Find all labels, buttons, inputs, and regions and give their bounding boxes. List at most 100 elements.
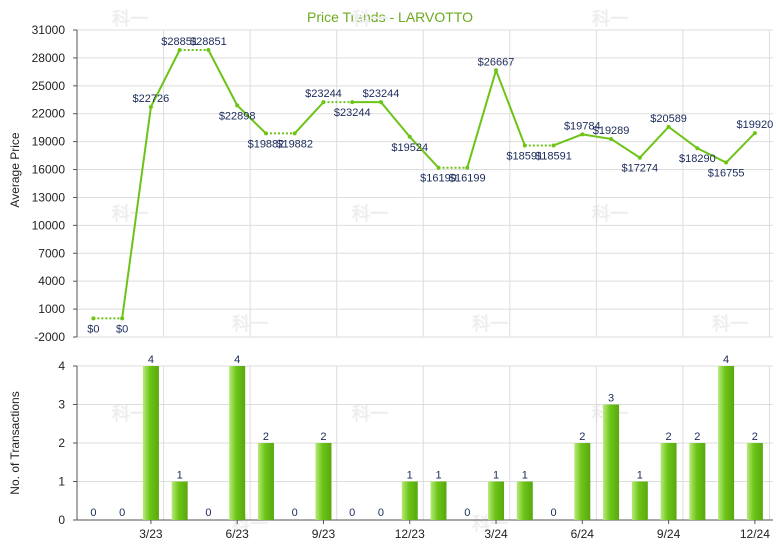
price-tick-label: 16000 xyxy=(32,163,66,177)
transaction-bar xyxy=(689,443,706,520)
price-point xyxy=(465,165,470,170)
tx-tick-label: 3 xyxy=(58,398,65,412)
bar-series xyxy=(142,366,763,520)
price-tick-label: 13000 xyxy=(32,190,66,204)
transaction-value-label: 1 xyxy=(407,470,413,482)
tx-tick-label: 2 xyxy=(58,436,65,450)
price-value-label: $23244 xyxy=(305,88,342,100)
price-point xyxy=(292,131,297,136)
price-point xyxy=(407,134,412,139)
watermark-text: 科一 xyxy=(352,8,388,29)
transaction-bar xyxy=(315,443,332,520)
transaction-value-label: 1 xyxy=(435,470,441,482)
price-value-label: $19882 xyxy=(276,138,313,150)
price-tick-label: 4000 xyxy=(38,274,65,288)
transaction-value-label: 1 xyxy=(522,470,528,482)
price-line-segment xyxy=(725,132,756,164)
price-axis-title: Average Price xyxy=(8,132,22,207)
transaction-value-label: 2 xyxy=(263,431,269,443)
transaction-value-label: 0 xyxy=(349,507,355,519)
price-point xyxy=(609,136,614,141)
transaction-value-label: 4 xyxy=(723,354,729,366)
price-line-segment xyxy=(409,136,440,169)
price-value-label: $0 xyxy=(87,323,99,335)
price-tick-label: 25000 xyxy=(32,79,66,93)
price-line-segment xyxy=(380,101,411,138)
watermark-text: 科一 xyxy=(472,313,508,334)
price-point xyxy=(206,47,211,52)
tx-tick-label: 1 xyxy=(58,475,65,489)
watermark-text: 科一 xyxy=(112,203,148,224)
price-point xyxy=(695,146,700,151)
chart-labels: -200010004000700010000130001600019000220… xyxy=(32,23,774,541)
price-line-series xyxy=(91,47,757,321)
x-tick-label: 12/23 xyxy=(395,527,425,541)
transaction-bar xyxy=(516,481,533,520)
watermark-text: 科一 xyxy=(112,403,148,424)
price-point xyxy=(378,100,383,105)
transaction-value-label: 4 xyxy=(234,354,240,366)
price-value-label: $28851 xyxy=(190,36,227,48)
price-value-label: $17274 xyxy=(621,163,658,175)
price-point xyxy=(551,143,556,148)
transaction-value-label: 2 xyxy=(579,431,585,443)
x-tick-label: 9/24 xyxy=(657,527,681,541)
price-point xyxy=(177,47,182,52)
transaction-bar xyxy=(430,481,447,520)
price-point xyxy=(148,104,153,109)
price-point xyxy=(494,68,499,73)
transaction-value-label: 4 xyxy=(148,354,154,366)
transaction-bar xyxy=(488,481,505,520)
price-value-label: $26667 xyxy=(478,56,515,68)
x-tick-label: 6/23 xyxy=(226,527,250,541)
price-value-label: $19524 xyxy=(391,142,428,154)
transaction-bar xyxy=(229,366,246,520)
transaction-bar xyxy=(574,443,591,520)
price-line-segment xyxy=(293,101,325,135)
price-line-segment xyxy=(696,147,727,164)
transaction-value-label: 1 xyxy=(493,470,499,482)
price-value-label: $20589 xyxy=(650,113,687,125)
price-point xyxy=(436,165,441,170)
transaction-value-label: 2 xyxy=(694,431,700,443)
transactions-axis-title: No. of Transactions xyxy=(8,391,22,494)
price-point xyxy=(120,316,125,321)
price-point xyxy=(724,160,729,165)
transaction-bar xyxy=(718,366,735,520)
price-value-label: $19920 xyxy=(737,119,774,131)
transaction-bar xyxy=(603,404,620,520)
transaction-bar xyxy=(746,443,763,520)
watermark-text: 科一 xyxy=(712,313,748,334)
price-point xyxy=(91,316,96,321)
x-tick-label: 3/24 xyxy=(484,527,508,541)
price-value-label: $16755 xyxy=(708,168,745,180)
price-value-label: $19784 xyxy=(564,120,601,132)
price-tick-label: -2000 xyxy=(34,330,65,344)
transaction-value-label: 0 xyxy=(550,507,556,519)
price-value-label: $18591 xyxy=(535,150,572,162)
tx-tick-label: 4 xyxy=(58,359,65,373)
price-line-segment xyxy=(553,133,583,147)
price-line-segment xyxy=(495,69,526,146)
axes xyxy=(73,29,773,524)
price-value-label: $18591 xyxy=(506,150,543,162)
transaction-value-label: 0 xyxy=(90,507,96,519)
price-tick-label: 31000 xyxy=(32,23,66,37)
price-value-label: $22726 xyxy=(133,93,170,105)
watermark-text: 科一 xyxy=(352,203,388,224)
price-line-segment xyxy=(667,126,698,150)
price-line-segment xyxy=(639,126,670,159)
price-point xyxy=(752,131,757,136)
transaction-value-label: 0 xyxy=(464,507,470,519)
price-point xyxy=(522,143,527,148)
price-tick-label: 19000 xyxy=(32,135,66,149)
tx-tick-label: 0 xyxy=(58,513,65,527)
price-value-label: $19289 xyxy=(593,125,630,137)
transaction-bar xyxy=(142,366,159,520)
price-point xyxy=(263,131,268,136)
transaction-value-label: 0 xyxy=(292,507,298,519)
price-point xyxy=(580,132,585,137)
transaction-value-label: 2 xyxy=(666,431,672,443)
transaction-value-label: 1 xyxy=(637,470,643,482)
